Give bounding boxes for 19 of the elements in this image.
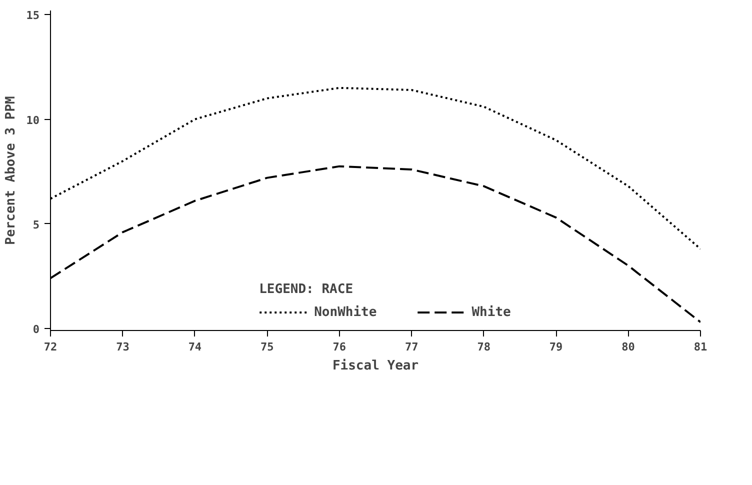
y-tick-label: 0 [32,322,40,336]
y-axis-title: Percent Above 3 PPM [3,96,18,245]
legend-label: White [472,304,511,320]
x-tick-label: 79 [549,340,563,354]
y-tick-label: 15 [26,9,40,22]
x-tick-label: 80 [622,340,635,354]
x-tick-label: 75 [260,340,274,354]
x-tick-label: 72 [44,340,58,354]
x-tick-label: 73 [116,340,130,354]
x-tick-label: 76 [332,340,346,354]
legend-title: LEGEND: RACE [259,282,354,297]
x-tick-label: 74 [188,340,202,354]
x-tick-label: 81 [694,340,708,354]
legend-label: NonWhite [314,304,377,320]
x-tick-label: 78 [477,340,490,354]
x-axis-title: Fiscal Year [332,358,419,374]
x-tick-label: 77 [404,340,418,354]
y-tick-label: 5 [32,218,40,232]
y-tick-label: 10 [26,114,40,127]
